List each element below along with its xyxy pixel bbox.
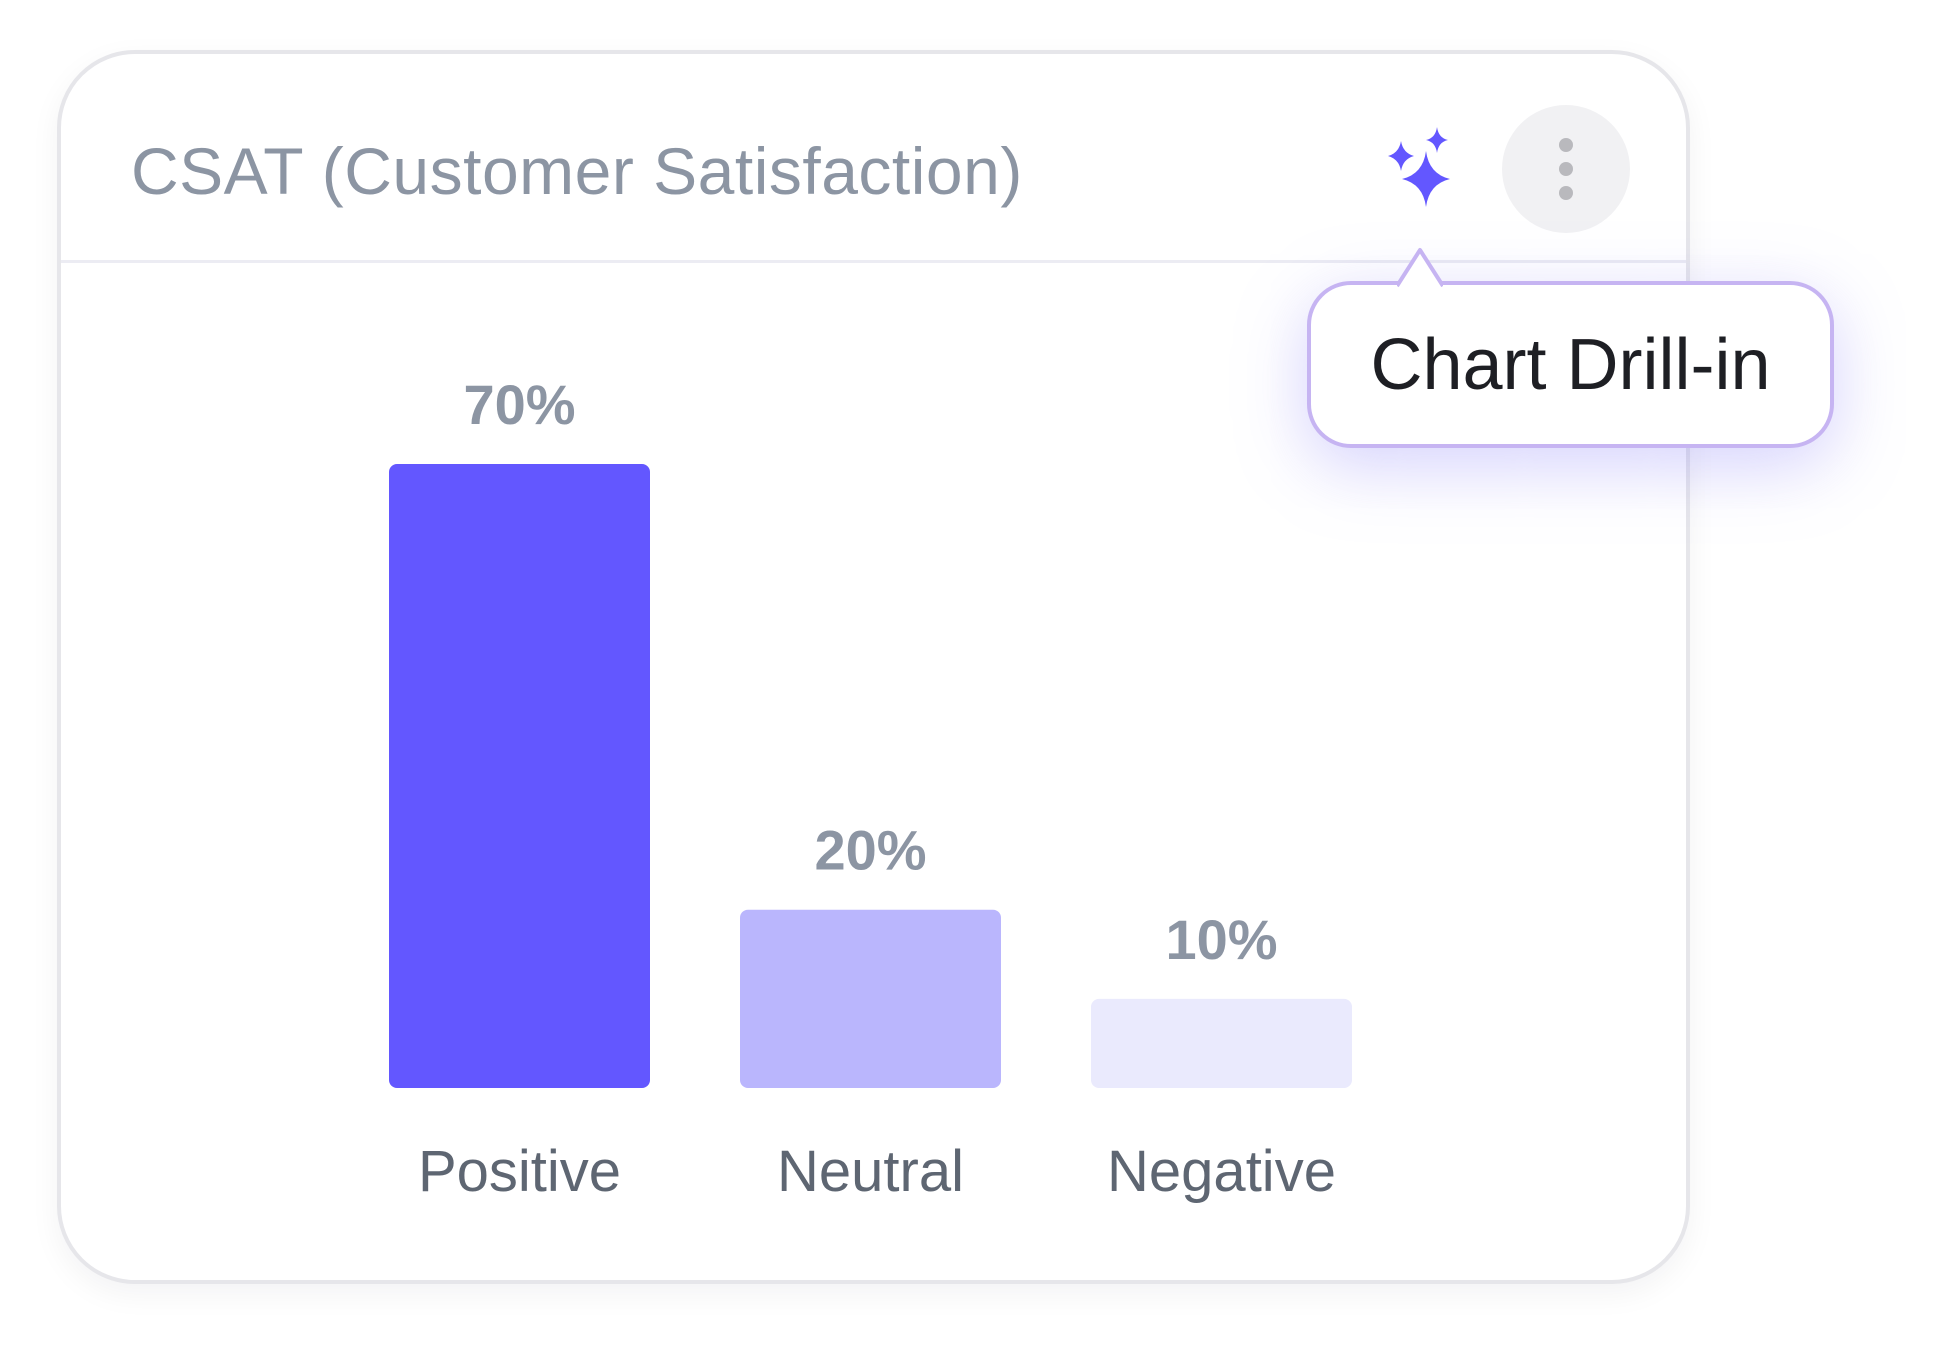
category-label: Positive xyxy=(418,1139,621,1204)
bar-value-label: 70% xyxy=(463,373,575,436)
sparkles-icon xyxy=(1388,127,1450,207)
bar-value-label: 20% xyxy=(814,819,926,882)
card-title: CSAT (Customer Satisfaction) xyxy=(131,134,1023,208)
tooltip-label: Chart Drill-in xyxy=(1370,324,1771,405)
bar-negative[interactable] xyxy=(1091,998,1352,1088)
tooltip-arrow xyxy=(1397,246,1443,290)
category-label: Neutral xyxy=(777,1139,964,1204)
bar-value-label: 10% xyxy=(1165,908,1277,971)
chart-drill-in-button[interactable] xyxy=(1376,119,1496,239)
bar-neutral[interactable] xyxy=(740,909,1001,1088)
card-header-divider xyxy=(61,260,1686,263)
category-label: Negative xyxy=(1107,1139,1336,1204)
chart-drill-in-tooltip: Chart Drill-in xyxy=(1307,248,1834,448)
more-options-button[interactable] xyxy=(1502,105,1630,233)
bar-positive[interactable] xyxy=(389,464,650,1088)
more-vertical-icon xyxy=(1559,138,1573,200)
